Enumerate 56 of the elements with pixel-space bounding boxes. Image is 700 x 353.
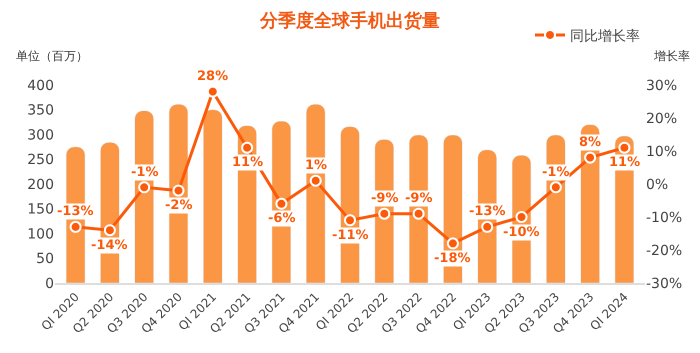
y-tick-label: 300 (27, 127, 54, 144)
data-label: 11% (232, 155, 264, 170)
y-tick-label: 250 (27, 152, 54, 168)
y-axis-title: 单位（百万） (16, 49, 88, 63)
y2-tick-label: 0% (646, 176, 668, 193)
data-label: 28% (197, 69, 228, 84)
point (378, 208, 390, 220)
point (104, 224, 116, 236)
point (138, 181, 150, 194)
y2-tick-label: -20% (646, 242, 682, 259)
point (310, 174, 322, 187)
y2-tick-label: -30% (646, 276, 682, 292)
y2-axis-title: 增长率 (653, 49, 690, 63)
data-label: -9% (405, 191, 432, 206)
data-label: -14% (91, 238, 128, 253)
point (516, 211, 528, 223)
data-label: -1% (542, 165, 570, 180)
y2-tick-label: 20% (646, 110, 678, 127)
point (70, 220, 82, 233)
point (241, 142, 254, 154)
bar (203, 110, 222, 283)
legend-label: 同比增长率 (570, 28, 640, 44)
y-tick-label: 150 (27, 202, 54, 218)
y-tick-label: 100 (27, 226, 54, 242)
y-tick-label: 400 (27, 78, 54, 94)
chart-title: 分季度全球手机出货量 (259, 10, 440, 32)
y-tick-label: 200 (27, 176, 54, 193)
data-label: 1% (305, 158, 328, 173)
point (275, 198, 288, 210)
data-label: -10% (503, 225, 540, 240)
data-label: 8% (579, 135, 602, 150)
point (344, 214, 356, 226)
data-label: -6% (268, 211, 296, 226)
data-label: -9% (371, 191, 398, 206)
data-label: -2% (165, 198, 192, 213)
data-label: -13% (57, 204, 94, 219)
point (446, 237, 459, 250)
point (481, 220, 494, 233)
bar (306, 104, 326, 283)
y2-tick-label: 30% (646, 78, 678, 94)
point (584, 152, 596, 164)
y2-tick-label: 10% (646, 144, 678, 160)
data-label: -1% (131, 165, 158, 180)
point (172, 184, 184, 197)
y-tick-label: 50 (36, 251, 54, 268)
data-label: -11% (332, 228, 369, 243)
bar (580, 124, 600, 283)
point (550, 181, 562, 194)
y2-tick-label: -10% (646, 210, 682, 226)
data-label: -13% (469, 204, 506, 219)
data-label: -18% (434, 251, 471, 266)
y-tick-label: 350 (27, 102, 54, 119)
point (618, 142, 630, 154)
data-label: 11% (609, 155, 640, 170)
y-tick-label: 0 (45, 276, 54, 292)
point (412, 208, 425, 220)
